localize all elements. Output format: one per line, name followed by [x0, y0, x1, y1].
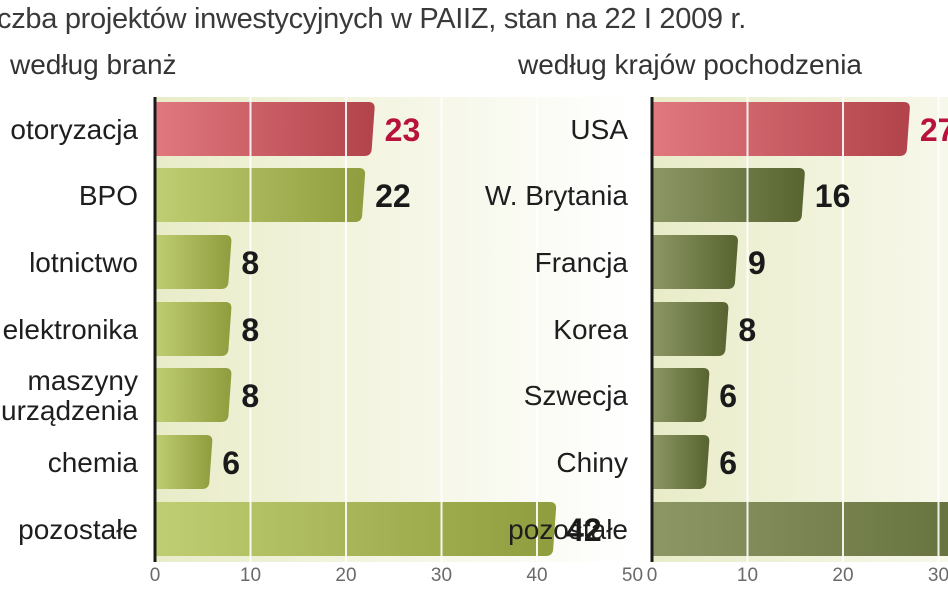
right-value-label-1: 16 — [815, 178, 851, 214]
right-category-label-6: pozostałe — [508, 514, 628, 545]
left-category-label-5: chemia — [48, 447, 139, 478]
left-bar-0 — [155, 102, 375, 156]
left-value-label-6: 42 — [566, 512, 602, 548]
right-bar-6 — [652, 502, 948, 556]
right-category-label-3: Korea — [553, 314, 628, 345]
left-category-label-3: elektronika — [3, 314, 139, 345]
left-bar-1 — [155, 168, 366, 222]
right-category-label-2: Francja — [535, 247, 629, 278]
right-bar-4 — [652, 368, 710, 422]
chart-title: czba projektów inwestycyjnych w PAIIZ, s… — [0, 3, 747, 35]
left-value-label-5: 6 — [222, 445, 240, 481]
right-x-tick-label-0: 0 — [647, 565, 658, 586]
left-category-label-2: lotnictwo — [29, 247, 138, 278]
left-bar-2 — [155, 235, 232, 289]
right-x-tick-label-10: 10 — [737, 565, 758, 586]
right-bar-1 — [652, 168, 805, 222]
left-bar-5 — [155, 435, 213, 489]
right-category-label-1: W. Brytania — [485, 180, 629, 211]
left-category-label-6: pozostałe — [18, 514, 138, 545]
right-bar-2 — [652, 235, 738, 289]
right-value-label-3: 8 — [738, 312, 756, 348]
left-category-label-1: BPO — [79, 180, 138, 211]
left-x-tick-label-40: 40 — [526, 565, 547, 586]
left-x-tick-label-30: 30 — [431, 565, 452, 586]
right-chart-subtitle: według krajów pochodzenia — [518, 49, 862, 80]
right-category-label-4: Szwecja — [524, 380, 629, 411]
right-x-tick-label-20: 20 — [832, 565, 853, 586]
left-x-tick-label-50: 50 — [622, 565, 643, 586]
right-value-label-2: 9 — [748, 245, 766, 281]
left-value-label-3: 8 — [241, 312, 259, 348]
right-value-label-0: 27 — [920, 112, 948, 148]
right-bar-0 — [652, 102, 910, 156]
left-category-label-4-line-0: maszyny — [28, 365, 138, 396]
left-chart-subtitle: według branż — [10, 49, 177, 80]
right-category-label-0: USA — [570, 114, 628, 145]
left-category-label-0: otoryzacja — [10, 114, 138, 145]
right-bar-5 — [652, 435, 710, 489]
right-x-tick-label-30: 30 — [928, 565, 948, 586]
left-bar-4 — [155, 368, 232, 422]
right-value-label-5: 6 — [719, 445, 737, 481]
right-value-label-4: 6 — [719, 378, 737, 414]
left-x-tick-label-0: 0 — [150, 565, 161, 586]
left-value-label-4: 8 — [241, 378, 259, 414]
right-category-label-5: Chiny — [556, 447, 628, 478]
right-bar-3 — [652, 302, 729, 356]
left-value-label-2: 8 — [241, 245, 259, 281]
left-bar-3 — [155, 302, 232, 356]
left-value-label-1: 22 — [375, 178, 411, 214]
left-bar-6 — [155, 502, 557, 556]
left-value-label-0: 23 — [385, 112, 421, 148]
left-x-tick-label-20: 20 — [335, 565, 356, 586]
left-x-tick-label-10: 10 — [240, 565, 261, 586]
left-category-label-4-line-1: urządzenia — [1, 395, 138, 426]
